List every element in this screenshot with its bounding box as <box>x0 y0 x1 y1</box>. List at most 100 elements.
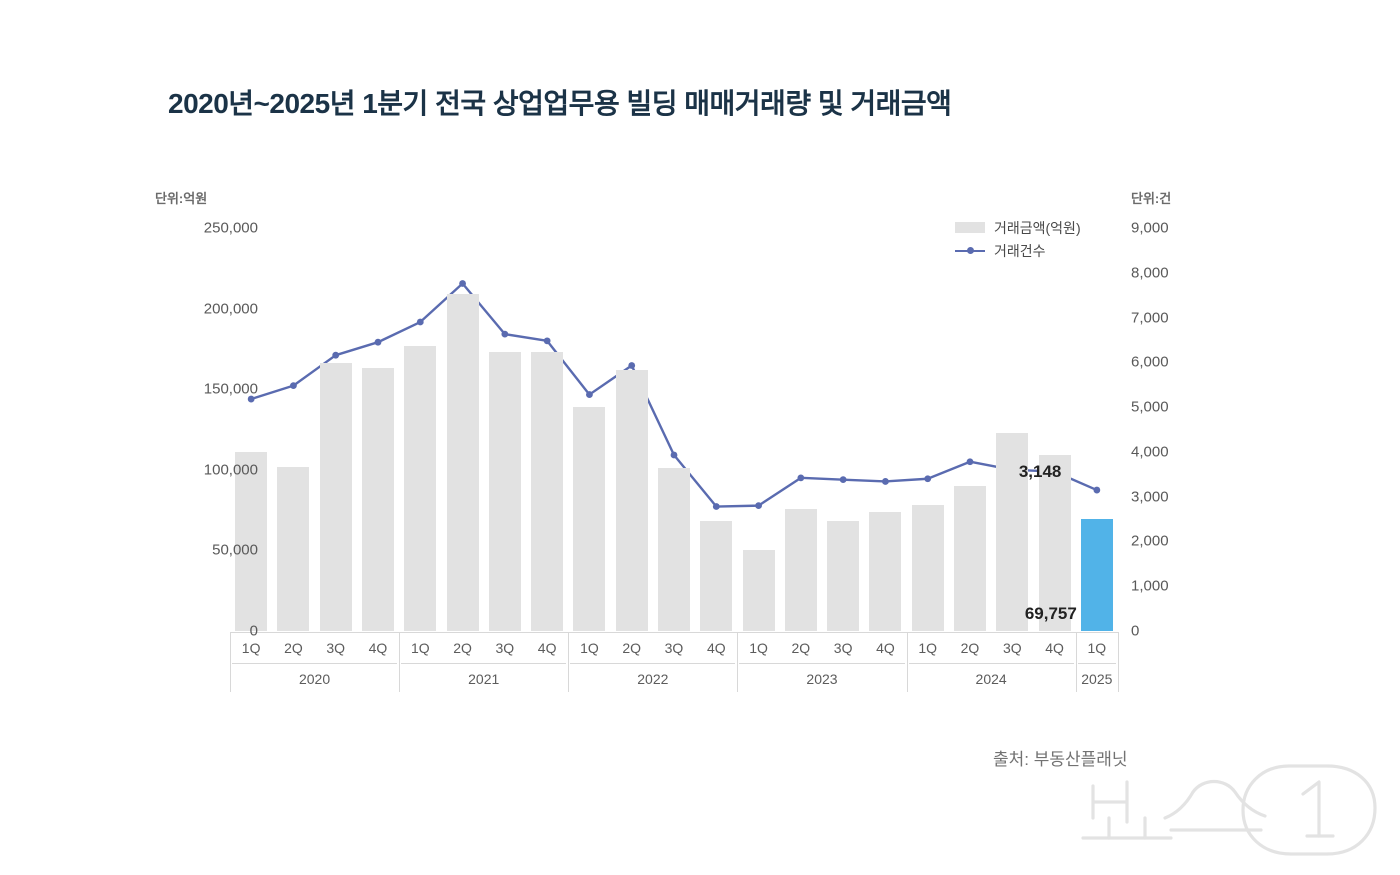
legend-item-label: 거래건수 <box>994 242 1046 259</box>
bar[interactable] <box>953 485 987 631</box>
bar[interactable] <box>531 352 564 631</box>
legend-item[interactable]: 거래금액(억원) <box>955 216 1125 239</box>
left-axis-unit-label: 단위:억원 <box>155 191 208 206</box>
bar[interactable] <box>615 369 648 631</box>
line-value-label: 3,148 <box>1018 462 1062 482</box>
line-marker[interactable] <box>924 475 932 483</box>
x-axis-quarter-label: 1Q <box>749 640 768 656</box>
bar[interactable] <box>404 345 437 631</box>
legend-item-label: 거래금액(억원) <box>994 219 1081 236</box>
legend-bar-swatch-icon <box>955 222 985 233</box>
bar[interactable] <box>700 521 733 631</box>
line-marker[interactable] <box>290 382 297 390</box>
x-axis-year-label: 2023 <box>806 671 838 687</box>
line-marker[interactable] <box>332 351 340 359</box>
x-axis-group-separator <box>906 632 908 692</box>
line-marker[interactable] <box>459 280 466 287</box>
x-axis-quarter-label: 3Q <box>664 640 684 656</box>
right-axis-tick: 4,000 <box>1131 443 1169 461</box>
bar[interactable] <box>573 406 606 631</box>
x-axis-quarter-label: 2Q <box>960 640 980 656</box>
right-axis-tick: 0 <box>1131 622 1140 640</box>
x-axis-group-separator <box>737 632 739 692</box>
right-axis-tick: 3,000 <box>1131 488 1169 506</box>
x-axis-quarter-label: 2Q <box>453 640 472 656</box>
x-axis-quarter-label: 2Q <box>284 640 303 656</box>
bar-highlighted[interactable] <box>1080 518 1113 631</box>
line-marker[interactable] <box>755 502 762 510</box>
x-axis-year-label: 2024 <box>975 671 1007 687</box>
right-axis-tick: 2,000 <box>1131 532 1169 550</box>
line-marker[interactable] <box>882 478 889 485</box>
x-axis-quarter-label: 1Q <box>241 640 261 656</box>
x-axis-year-label: 2021 <box>468 671 500 687</box>
x-axis-group-rule <box>232 663 398 664</box>
bar[interactable] <box>361 368 395 631</box>
left-axis-tick: 150,000 <box>203 380 258 398</box>
x-axis-group-rule <box>739 663 905 664</box>
line-marker[interactable] <box>1093 486 1101 494</box>
plot-area <box>230 228 1118 631</box>
x-axis: 1Q 2Q 3Q 4Q 2020 1Q 2Q 3Q 4Q 2021 1Q 2Q 3Q 4Q 2022 1Q 2Q… <box>230 632 1119 698</box>
chart-title: 2020년~2025년 1분기 전국 상업업무용 빌딩 매매거래량 및 거래금액 <box>168 88 952 119</box>
x-axis-group-separator <box>568 632 570 692</box>
x-axis-group-rule <box>401 663 567 664</box>
x-axis-group-separator <box>399 632 401 692</box>
line-marker[interactable] <box>416 318 424 326</box>
x-axis-quarter-label: 4Q <box>537 640 557 656</box>
right-axis-tick: 1,000 <box>1131 577 1169 595</box>
x-axis-edge-separator <box>230 632 231 692</box>
bar[interactable] <box>911 505 944 631</box>
x-axis-quarter-label: 1Q <box>580 640 599 656</box>
x-axis-top-rule <box>230 632 1118 633</box>
right-axis-tick: 8,000 <box>1131 264 1169 282</box>
legend-item[interactable]: 거래건수 <box>955 239 1125 262</box>
x-axis-quarter-label: 4Q <box>368 640 388 656</box>
source-label: 출처: 부동산플래닛 <box>993 750 1128 769</box>
x-axis-quarter-label: 4Q <box>1045 640 1064 656</box>
line-marker[interactable] <box>797 474 805 482</box>
line-marker[interactable] <box>586 391 593 398</box>
right-axis-tick: 5,000 <box>1131 398 1169 416</box>
chart-legend: 거래금액(억원) 거래건수 <box>955 216 1125 262</box>
bar[interactable] <box>784 508 817 631</box>
left-axis-tick: 0 <box>249 622 258 640</box>
x-axis-year-label: 2025 <box>1081 671 1113 687</box>
bar-value-label: 69,757 <box>1024 604 1077 623</box>
x-axis-quarter-label: 1Q <box>918 640 938 656</box>
line-marker[interactable] <box>374 338 382 346</box>
bar[interactable] <box>1038 455 1071 631</box>
bar[interactable] <box>869 511 902 631</box>
x-axis-quarter-label: 1Q <box>1087 640 1107 656</box>
x-axis-quarter-label: 2Q <box>622 640 642 656</box>
right-axis-tick: 7,000 <box>1131 309 1169 327</box>
x-axis-quarter-label: 2Q <box>791 640 811 656</box>
bar[interactable] <box>446 294 479 631</box>
line-marker[interactable] <box>501 330 509 338</box>
x-axis-quarter-label: 1Q <box>410 640 430 656</box>
bar[interactable] <box>235 452 268 631</box>
left-axis-tick: 200,000 <box>203 300 258 318</box>
bar[interactable] <box>996 432 1029 631</box>
x-axis-quarter-label: 3Q <box>833 640 853 656</box>
bar[interactable] <box>657 468 691 631</box>
x-axis-year-label: 2022 <box>637 671 669 687</box>
bar[interactable] <box>827 521 860 631</box>
line-marker[interactable] <box>839 476 847 484</box>
bar[interactable] <box>488 352 521 631</box>
bar[interactable] <box>319 363 352 631</box>
line-marker[interactable] <box>670 451 678 459</box>
line-marker[interactable] <box>712 503 720 510</box>
line-marker[interactable] <box>628 362 636 369</box>
x-axis-quarter-label: 3Q <box>326 640 346 656</box>
bar[interactable] <box>277 466 310 631</box>
x-axis-group-rule <box>908 663 1074 664</box>
x-axis-group-separator <box>1075 632 1077 692</box>
line-marker[interactable] <box>966 458 974 466</box>
line-marker[interactable] <box>543 337 551 345</box>
left-axis-tick: 50,000 <box>212 541 258 559</box>
bar[interactable] <box>742 550 775 631</box>
x-axis-quarter-label: 4Q <box>876 640 895 656</box>
x-axis-edge-separator <box>1118 632 1119 692</box>
